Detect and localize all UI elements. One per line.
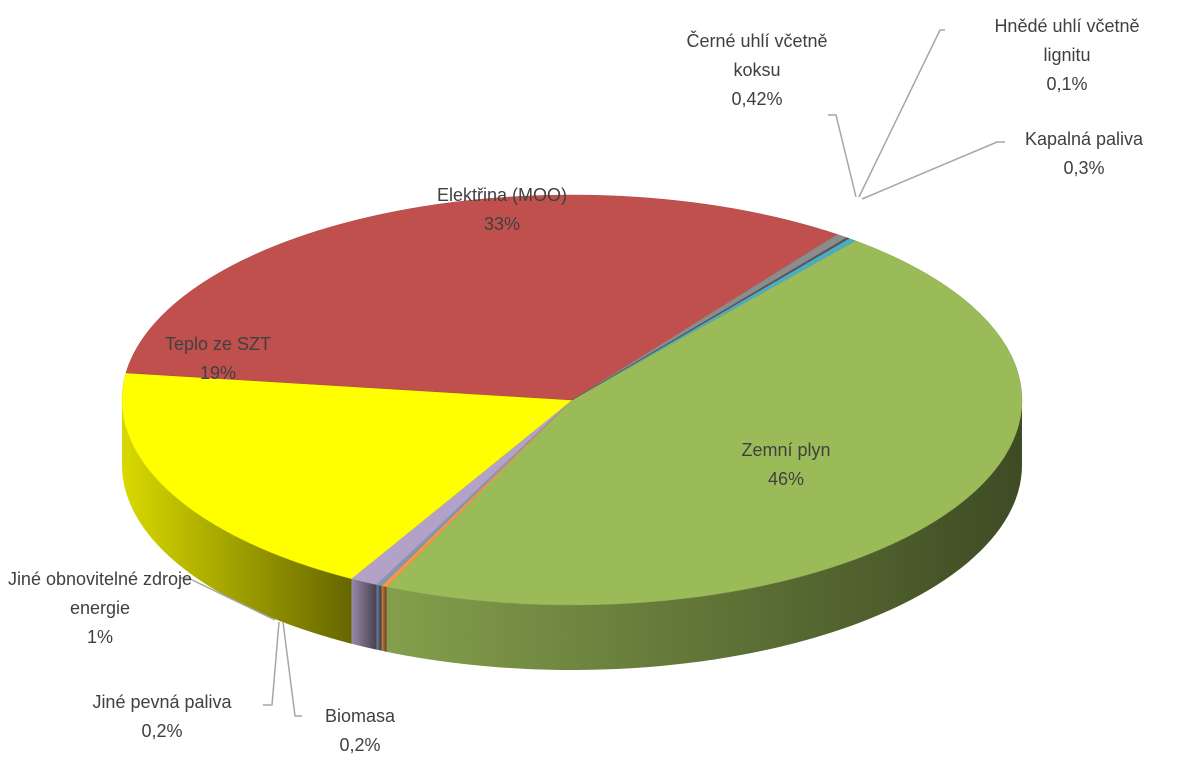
pie-tops — [121, 194, 1023, 606]
data-label: Jiné obnovitelné zdroje energie 1% — [8, 565, 193, 652]
value-label: 0,2% — [141, 721, 183, 741]
leader-line — [282, 621, 302, 717]
value-label: 1% — [86, 627, 113, 647]
value-label: 0,42% — [731, 89, 783, 109]
data-label: Elektřina (MOO) 33% — [382, 181, 622, 239]
category-label: Černé uhlí včetně koksu — [686, 31, 828, 80]
category-label: Jiné pevná paliva — [92, 692, 232, 712]
pie-slice — [571, 237, 850, 401]
category-label: Hnědé uhlí včetně lignitu — [994, 16, 1140, 65]
leader-line — [828, 114, 857, 198]
value-label: 19% — [199, 363, 237, 383]
category-label: Zemní plyn — [741, 440, 831, 460]
slice-side — [386, 400, 1023, 670]
leader-line — [861, 141, 1005, 200]
value-label: 0,1% — [1046, 74, 1088, 94]
slice-side — [376, 584, 382, 651]
category-label: Jiné obnovitelné zdroje energie — [7, 569, 193, 618]
category-label: Teplo ze SZT — [164, 334, 272, 354]
pie-sides — [122, 400, 1023, 670]
category-label: Kapalná paliva — [1024, 129, 1144, 149]
value-label: 46% — [767, 469, 805, 489]
data-label: Teplo ze SZT 19% — [118, 330, 318, 388]
leader-line — [858, 29, 945, 198]
data-label: Zemní plyn 46% — [686, 436, 886, 494]
data-label: Hnědé uhlí včetně lignitu 0,1% — [990, 12, 1145, 99]
data-label: Jiné pevná paliva 0,2% — [52, 688, 272, 746]
slice-side — [381, 585, 387, 652]
slice-side — [351, 578, 377, 650]
pie-slice — [121, 372, 573, 579]
data-label: Kapalná paliva 0,3% — [984, 125, 1177, 183]
leader-line — [180, 577, 276, 621]
pie-slice — [125, 194, 838, 401]
value-label: 0,3% — [1063, 158, 1105, 178]
value-label: 33% — [483, 214, 521, 234]
slice-side — [122, 400, 352, 644]
pie-slice — [386, 240, 1023, 606]
data-label: Biomasa 0,2% — [285, 702, 435, 760]
leader-lines — [180, 29, 1005, 717]
value-label: 0,2% — [339, 735, 381, 755]
data-label: Černé uhlí včetně koksu 0,42% — [675, 27, 840, 114]
category-label: Biomasa — [324, 706, 396, 726]
category-label: Elektřina (MOO) — [436, 185, 568, 205]
leader-line — [263, 621, 280, 706]
